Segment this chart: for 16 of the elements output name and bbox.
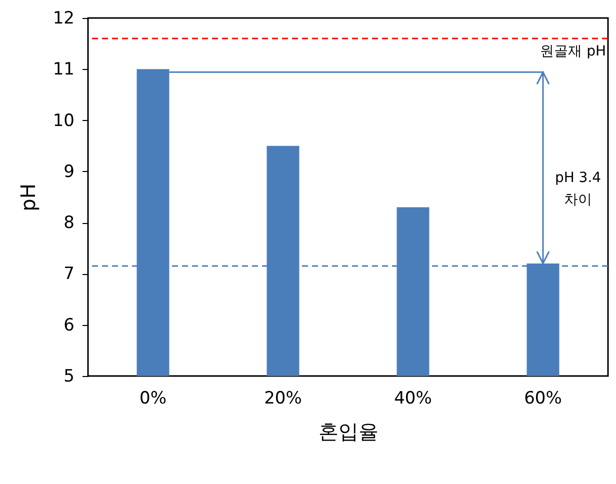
x-tick-label: 40% xyxy=(394,388,432,408)
x-tick-label: 60% xyxy=(524,388,562,408)
ref-line-label: 원골재 pH xyxy=(540,43,606,60)
y-tick-label: 5 xyxy=(64,366,74,386)
y-tick-label: 10 xyxy=(52,110,74,131)
y-tick-label: 7 xyxy=(64,264,74,284)
x-tick-label: 20% xyxy=(264,388,302,408)
y-axis-title: pH xyxy=(16,184,40,212)
annotation: pH 3.4 차이 xyxy=(554,170,602,208)
y-tick-label: 11 xyxy=(52,60,74,80)
y-tick-label: 6 xyxy=(64,315,74,336)
x-axis-title: 혼입율 xyxy=(318,420,378,444)
y-tick-label: 9 xyxy=(64,162,74,182)
y-tick-label: 8 xyxy=(64,213,74,234)
y-tick-label: 12 xyxy=(52,8,74,28)
x-tick-label: 0% xyxy=(140,388,166,408)
